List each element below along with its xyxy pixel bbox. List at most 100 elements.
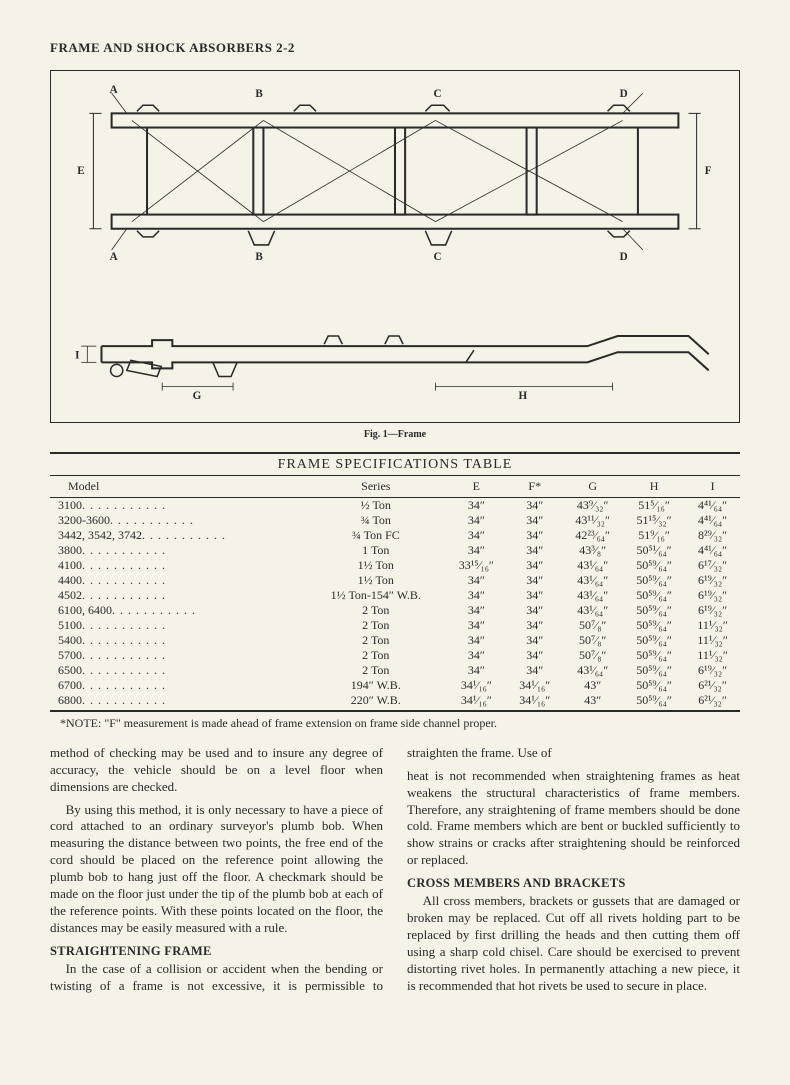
table-cell: 51⁵⁄₁₆″ [623,497,685,513]
col-i: I [685,476,740,498]
table-cell: 43¹⁄₆₄″ [562,558,623,573]
table-cell: 50⁵⁹⁄₆₄″ [623,558,685,573]
body-p1: method of checking may be used and to in… [50,745,383,796]
table-cell: 4400 [50,573,306,588]
table-cell: 34″ [446,543,507,558]
table-cell: 50⁷⁄₈″ [562,648,623,663]
table-row: 38001 Ton34″34″43³⁄₈″50⁵¹⁄₆₄″4⁴¹⁄₆₄″ [50,543,740,558]
table-cell: 33¹⁵⁄₁₆″ [446,558,507,573]
body-columns: method of checking may be used and to in… [50,745,740,998]
table-cell: 43⁹⁄₃₂″ [562,497,623,513]
table-cell: 6800 [50,693,306,711]
table-cell: ¾ Ton [306,513,446,528]
svg-text:D: D [620,88,628,100]
table-cell: 34″ [507,513,562,528]
table-cell: 51¹⁵⁄₃₂″ [623,513,685,528]
table-cell: 34″ [446,603,507,618]
table-cell: 220″ W.B. [306,693,446,711]
table-row: 3100½ Ton34″34″43⁹⁄₃₂″51⁵⁄₁₆″4⁴¹⁄₆₄″ [50,497,740,513]
table-cell: 34¹⁄₁₆″ [446,693,507,711]
table-cell: 3800 [50,543,306,558]
table-cell: ½ Ton [306,497,446,513]
table-cell: 4⁴¹⁄₆₄″ [685,543,740,558]
table-cell: 34″ [507,543,562,558]
table-cell: 34¹⁄₁₆″ [507,693,562,711]
table-cell: 6¹⁷⁄₃₂″ [685,558,740,573]
table-cell: 11¹⁄₃₂″ [685,633,740,648]
figure-caption: Fig. 1—Frame [50,429,740,440]
table-cell: 50⁷⁄₈″ [562,633,623,648]
table-cell: 43″ [562,678,623,693]
table-cell: 11¹⁄₃₂″ [685,618,740,633]
table-cell: 34″ [446,588,507,603]
col-model: Model [50,476,306,498]
frame-diagram: A A B B C C D D E F I G H [61,83,729,407]
table-row: 57002 Ton34″34″50⁷⁄₈″50⁵⁹⁄₆₄″11¹⁄₃₂″ [50,648,740,663]
table-cell: 3442, 3542, 3742 [50,528,306,543]
table-cell: 4⁴¹⁄₆₄″ [685,513,740,528]
table-cell: 50⁵¹⁄₆₄″ [623,543,685,558]
table-cell: 34″ [446,573,507,588]
table-cell: 2 Ton [306,663,446,678]
table-cell: 43¹¹⁄₃₂″ [562,513,623,528]
table-cell: 34″ [446,648,507,663]
table-row: 65002 Ton34″34″43¹⁄₆₄″50⁵⁹⁄₆₄″6¹⁹⁄₃₂″ [50,663,740,678]
table-cell: 34¹⁄₁₆″ [446,678,507,693]
svg-text:A: A [110,251,118,263]
table-cell: 194″ W.B. [306,678,446,693]
table-cell: 4100 [50,558,306,573]
table-cell: 34″ [507,558,562,573]
svg-text:C: C [433,88,441,100]
table-cell: 1½ Ton [306,573,446,588]
table-cell: 34″ [507,648,562,663]
table-cell: 6²¹⁄₃₂″ [685,693,740,711]
table-cell: 8²⁹⁄₃₂″ [685,528,740,543]
table-cell: 34″ [446,528,507,543]
table-cell: 50⁵⁹⁄₆₄″ [623,618,685,633]
table-cell: 1½ Ton [306,558,446,573]
table-cell: 42²³⁄₆₄″ [562,528,623,543]
col-g: G [562,476,623,498]
table-cell: 3100 [50,497,306,513]
table-cell: 34″ [507,618,562,633]
table-cell: 6500 [50,663,306,678]
col-f: F* [507,476,562,498]
table-cell: 34″ [507,663,562,678]
table-cell: 6¹⁹⁄₃₂″ [685,663,740,678]
table-cell: 50⁵⁹⁄₆₄″ [623,633,685,648]
table-cell: 50⁵⁹⁄₆₄″ [623,573,685,588]
table-cell: 50⁵⁹⁄₆₄″ [623,663,685,678]
table-cell: 34″ [446,513,507,528]
table-cell: 34¹⁄₁₆″ [507,678,562,693]
table-row: 54002 Ton34″34″50⁷⁄₈″50⁵⁹⁄₆₄″11¹⁄₃₂″ [50,633,740,648]
table-cell: 50⁵⁹⁄₆₄″ [623,678,685,693]
table-cell: 6100, 6400 [50,603,306,618]
table-cell: 1 Ton [306,543,446,558]
table-row: 6700194″ W.B.34¹⁄₁₆″34¹⁄₁₆″43″50⁵⁹⁄₆₄″6²… [50,678,740,693]
table-cell: 2 Ton [306,603,446,618]
table-cell: 50⁵⁹⁄₆₄″ [623,648,685,663]
table-cell: 50⁵⁹⁄₆₄″ [623,693,685,711]
table-cell: 43¹⁄₆₄″ [562,588,623,603]
svg-text:F: F [705,165,712,177]
table-cell: 43″ [562,693,623,711]
table-cell: 34″ [446,497,507,513]
table-cell: 43³⁄₈″ [562,543,623,558]
table-cell: 4502 [50,588,306,603]
table-cell: 43¹⁄₆₄″ [562,603,623,618]
table-cell: 50⁷⁄₈″ [562,618,623,633]
table-cell: 2 Ton [306,648,446,663]
col-series: Series [306,476,446,498]
table-cell: 34″ [507,497,562,513]
table-cell: 34″ [446,618,507,633]
table-cell: 34″ [507,588,562,603]
table-cell: 3200-3600 [50,513,306,528]
table-cell: 6²¹⁄₃₂″ [685,678,740,693]
table-cell: 51⁹⁄₁₆″ [623,528,685,543]
table-cell: 11¹⁄₃₂″ [685,648,740,663]
table-cell: 34″ [446,663,507,678]
body-p4: heat is not recommended when straighteni… [407,768,740,869]
svg-text:H: H [518,390,527,402]
page-header: FRAME AND SHOCK ABSORBERS 2-2 [50,40,740,56]
col-e: E [446,476,507,498]
